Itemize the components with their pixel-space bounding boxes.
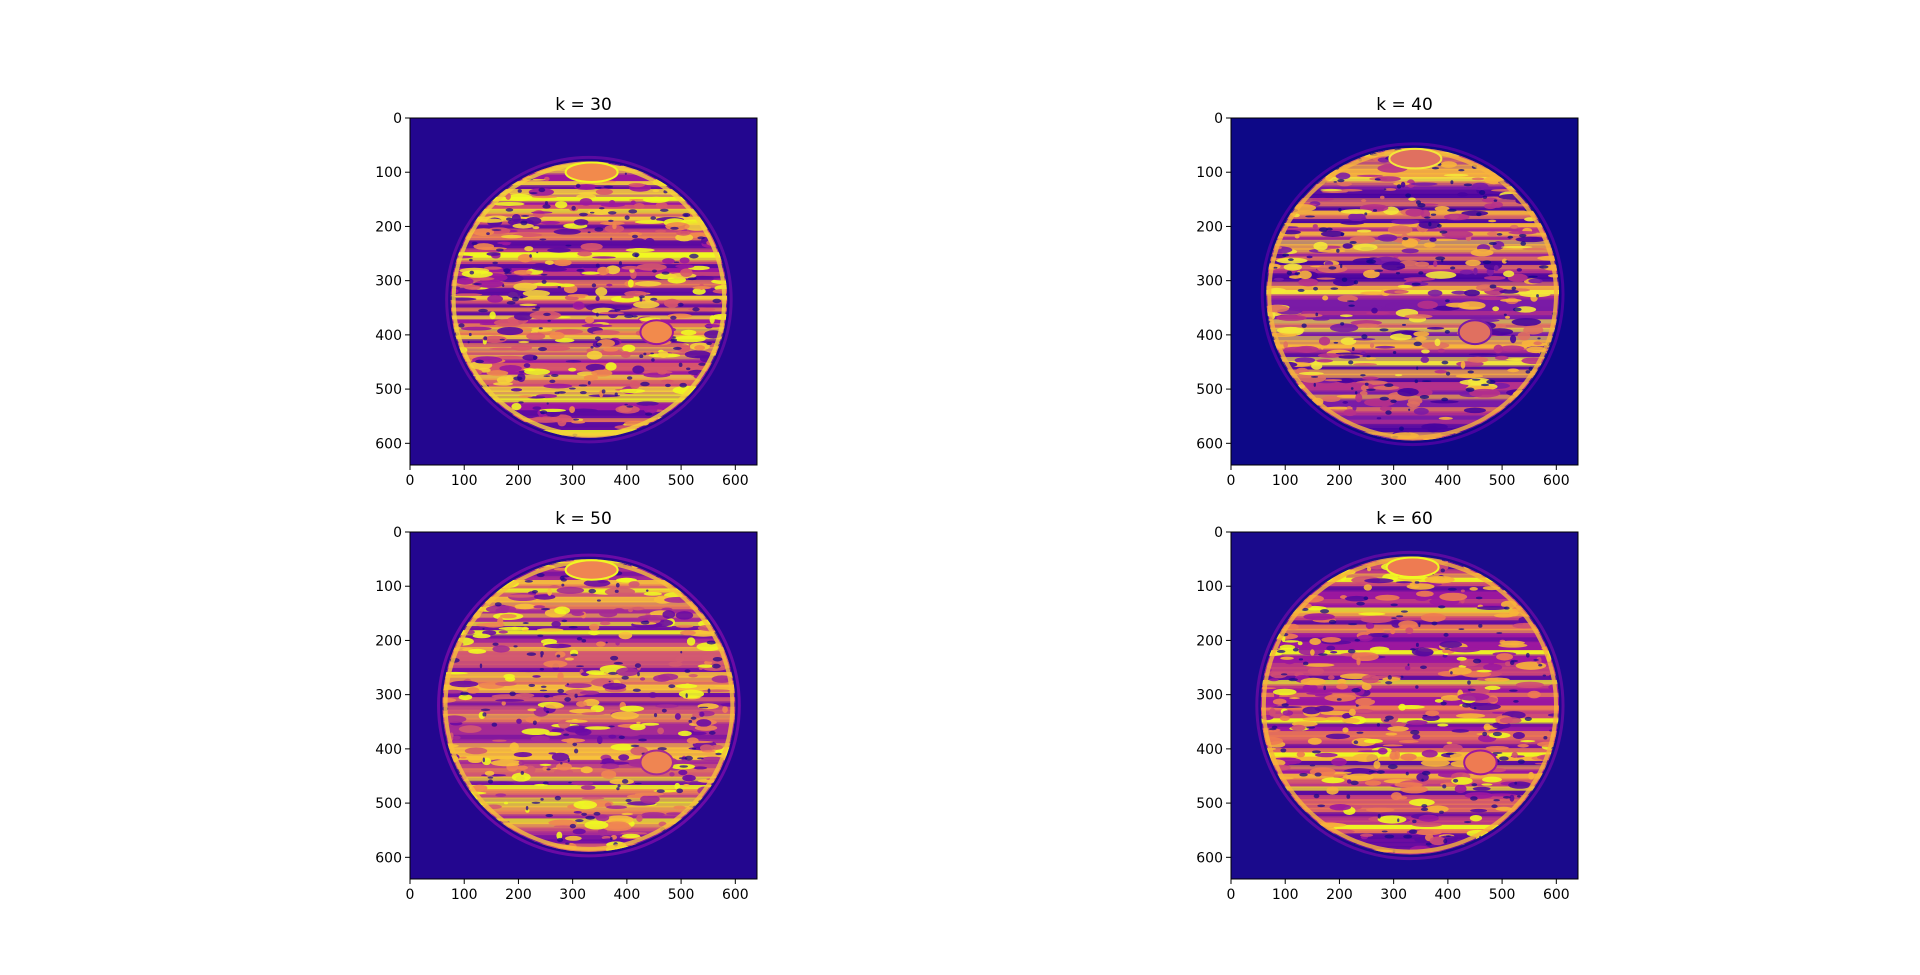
x-tick-label: 400: [614, 887, 641, 903]
subplot-4: k = 60 0 100 200 300 400 500 600 0 100 200 300 400 50…: [1196, 509, 1579, 903]
x-tick-label: 400: [1435, 473, 1462, 489]
y-tick-label: 300: [1196, 274, 1223, 290]
x-tick-label: 200: [1326, 887, 1353, 903]
axes-frame: [1230, 531, 1579, 880]
x-tick-label: 600: [722, 473, 749, 489]
heatmap-image: [445, 155, 733, 444]
y-tick-label: 600: [375, 850, 402, 866]
y-tick-label: 500: [1196, 796, 1223, 812]
x-tick-label: 100: [451, 473, 478, 489]
axes-frame: [1230, 117, 1579, 466]
x-tick-label: 100: [1272, 887, 1299, 903]
x-tick-label: 0: [1227, 887, 1236, 903]
subplot-3: k = 50 0 100 200 300 400 500 600 0 100 200 300 400 50…: [375, 509, 758, 903]
y-tick-label: 300: [1196, 688, 1223, 704]
y-tick-label: 200: [375, 219, 402, 235]
y-tick-label: 600: [1196, 850, 1223, 866]
chart-title: k = 60: [1376, 509, 1433, 529]
x-tick-label: 0: [406, 473, 415, 489]
x-tick-label: 0: [1227, 473, 1236, 489]
planet-limb: [437, 553, 741, 858]
y-tick-label: 100: [1196, 579, 1223, 595]
y-tick-label: 600: [375, 436, 402, 452]
x-tick-label: 600: [1543, 887, 1570, 903]
x-tick-label: 300: [559, 473, 586, 489]
axes-frame: [409, 117, 758, 466]
chart-title: k = 40: [1376, 95, 1433, 115]
planet-limb: [1255, 550, 1565, 861]
planet-limb: [445, 155, 733, 444]
x-tick-label: 500: [668, 473, 695, 489]
axes-frame: [409, 531, 758, 880]
y-tick-label: 200: [375, 633, 402, 649]
x-tick-label: 100: [1272, 473, 1299, 489]
oval-spot: [1457, 319, 1493, 346]
polar-cap: [564, 559, 619, 581]
y-tick-label: 300: [375, 274, 402, 290]
y-tick-label: 400: [1196, 742, 1223, 758]
y-tick-label: 400: [375, 742, 402, 758]
y-tick-label: 400: [375, 328, 402, 344]
x-tick-label: 300: [1380, 473, 1407, 489]
oval-spot: [639, 319, 674, 346]
oval-spot: [639, 749, 674, 776]
x-tick-label: 200: [505, 887, 532, 903]
y-tick-label: 100: [375, 579, 402, 595]
x-tick-label: 300: [1380, 887, 1407, 903]
x-tick-label: 400: [1435, 887, 1462, 903]
x-tick-label: 500: [668, 887, 695, 903]
x-tick-label: 300: [559, 887, 586, 903]
x-tick-label: 500: [1489, 887, 1516, 903]
x-tick-label: 200: [1326, 473, 1353, 489]
x-tick-label: 600: [722, 887, 749, 903]
x-tick-label: 500: [1489, 473, 1516, 489]
heatmap-image: [1255, 550, 1565, 861]
y-tick-label: 0: [1214, 111, 1223, 127]
heatmap-image: [437, 553, 741, 858]
chart-title: k = 50: [555, 509, 612, 529]
y-tick-label: 500: [375, 382, 402, 398]
x-tick-label: 600: [1543, 473, 1570, 489]
y-tick-label: 0: [393, 525, 402, 541]
polar-cap: [564, 161, 619, 183]
y-tick-label: 200: [1196, 219, 1223, 235]
y-tick-label: 0: [393, 111, 402, 127]
heatmap-image: [1260, 142, 1565, 447]
y-tick-label: 500: [375, 796, 402, 812]
x-tick-label: 100: [451, 887, 478, 903]
y-tick-label: 500: [1196, 382, 1223, 398]
y-tick-label: 200: [1196, 633, 1223, 649]
y-tick-label: 300: [375, 688, 402, 704]
y-tick-label: 600: [1196, 436, 1223, 452]
polar-cap: [1388, 147, 1443, 170]
x-tick-label: 0: [406, 887, 415, 903]
oval-spot: [1463, 749, 1498, 776]
y-tick-label: 100: [1196, 165, 1223, 181]
subplot-1: k = 30 0 100 200 300 400 500 600 0 100 200 300 400 50…: [375, 95, 758, 489]
polar-cap: [1385, 556, 1440, 579]
y-tick-label: 0: [1214, 525, 1223, 541]
chart-title: k = 30: [555, 95, 612, 115]
x-tick-label: 400: [614, 473, 641, 489]
subplot-2: k = 40 0 100 200 300 400 500 600 0 100 200 300 400 50…: [1196, 95, 1579, 489]
x-tick-label: 200: [505, 473, 532, 489]
planet-limb: [1260, 142, 1565, 447]
y-tick-label: 400: [1196, 328, 1223, 344]
y-tick-label: 100: [375, 165, 402, 181]
